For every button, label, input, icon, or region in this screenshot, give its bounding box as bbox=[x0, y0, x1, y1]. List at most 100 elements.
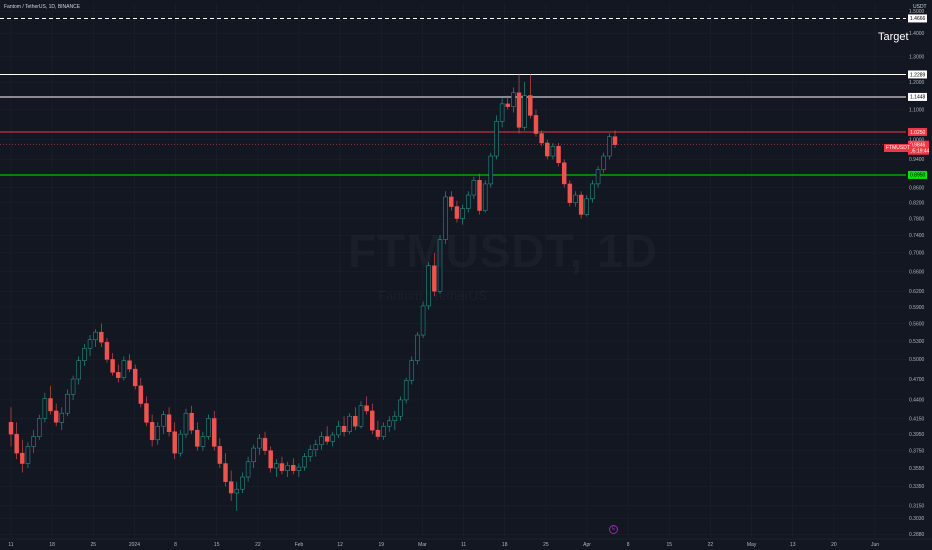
candle-body-up bbox=[257, 437, 262, 449]
level-price-label: 1.1448 bbox=[910, 95, 926, 101]
candle-body-down bbox=[353, 415, 358, 427]
level-price-tag bbox=[908, 92, 927, 101]
price-tick-label: 0.7400 bbox=[909, 233, 925, 239]
current-price-label: 0.9846 bbox=[910, 143, 926, 149]
time-tick-label: 19 bbox=[379, 542, 385, 548]
candle-body-down bbox=[533, 115, 539, 134]
candle-body-down bbox=[223, 463, 228, 482]
candle-body-down bbox=[505, 103, 510, 107]
candle-body-up bbox=[607, 136, 612, 157]
candle-body-down bbox=[324, 436, 330, 442]
earnings-event-icon[interactable]: E bbox=[609, 525, 618, 534]
candle-body-down bbox=[528, 95, 533, 116]
candle-body-down bbox=[53, 410, 59, 423]
candle-body-up bbox=[42, 398, 48, 419]
price-tick-label: 0.6600 bbox=[909, 269, 925, 275]
time-axis[interactable]: 11 18 25 2024 8 15 22 Feb 12 19 Mar 11 18 25 Apr 8 15 22 M… bbox=[0, 538, 932, 548]
candle-body-down bbox=[217, 446, 223, 464]
price-tick-label: 0.3950 bbox=[909, 432, 925, 438]
price-tick-label: 0.3350 bbox=[909, 484, 925, 490]
current-price-tag bbox=[908, 140, 929, 155]
candle-body-down bbox=[291, 465, 296, 471]
candle-body-up bbox=[420, 305, 426, 336]
time-tick-label: 12 bbox=[337, 542, 343, 548]
time-tick-label: 8 bbox=[174, 542, 177, 548]
candle-body-up bbox=[25, 446, 31, 464]
time-tick-label: 15 bbox=[667, 542, 673, 548]
time-tick-label: Jun bbox=[871, 542, 879, 548]
candle-body-down bbox=[370, 410, 375, 431]
candle-body-up bbox=[522, 95, 527, 128]
candle-body-up bbox=[178, 433, 183, 454]
candle-body-up bbox=[499, 103, 505, 122]
level-price-label: 1.4666 bbox=[910, 16, 926, 22]
candle-body-up bbox=[313, 444, 319, 450]
candle-body-down bbox=[211, 418, 217, 447]
currency-label[interactable]: USDT bbox=[913, 4, 927, 10]
time-tick-label: 8 bbox=[627, 542, 630, 548]
candle-body-up bbox=[460, 208, 465, 219]
watermark-symbol: FTMUSDT, 1D bbox=[348, 225, 658, 277]
candle-body-down bbox=[144, 403, 149, 423]
level-price-tag bbox=[908, 170, 927, 179]
candle-body-down bbox=[268, 450, 273, 469]
candle-body-up bbox=[234, 488, 240, 494]
candle-body-up bbox=[274, 463, 279, 469]
candle-body-up bbox=[601, 155, 606, 170]
candle-body-down bbox=[364, 405, 369, 412]
horizontal-levels[interactable]: 1.4666 1.2289 1.1448 1.0250 0.8950 0.984605:1… bbox=[0, 14, 930, 179]
candle-body-down bbox=[110, 359, 115, 373]
candle-body-up bbox=[285, 465, 290, 471]
candle-body-up bbox=[183, 412, 189, 435]
candle-body-down bbox=[8, 422, 14, 435]
price-tick-label: 0.3030 bbox=[909, 516, 925, 522]
candle-body-up bbox=[161, 414, 166, 427]
target-label: Target bbox=[878, 31, 909, 43]
price-axis[interactable]: 1.5000 1.4000 1.3000 1.2000 1.1000 1.0000 0.94… bbox=[909, 9, 925, 538]
price-tick-label: 0.5900 bbox=[909, 305, 925, 311]
candle-body-down bbox=[166, 414, 172, 432]
candle-body-up bbox=[358, 405, 364, 427]
countdown-label: 05:19:44 bbox=[910, 149, 930, 155]
price-tick-label: 0.9400 bbox=[909, 157, 925, 163]
price-tick-label: 1.4000 bbox=[909, 31, 925, 37]
price-tick-label: 0.8600 bbox=[909, 185, 925, 191]
price-tick-label: 0.3750 bbox=[909, 448, 925, 454]
price-tick-label: 0.4700 bbox=[909, 377, 925, 383]
candle-body-up bbox=[307, 449, 313, 457]
candle-body-up bbox=[386, 420, 392, 427]
level-price-label: 0.8950 bbox=[910, 173, 926, 179]
candle-body-up bbox=[330, 434, 335, 442]
candle-body-down bbox=[116, 372, 121, 378]
candle-body-up bbox=[443, 196, 448, 240]
price-tick-label: 0.3150 bbox=[909, 504, 925, 510]
candle-body-down bbox=[341, 425, 347, 432]
candle-body-down bbox=[262, 437, 268, 451]
candle-body-up bbox=[584, 198, 590, 215]
candle-body-down bbox=[99, 331, 104, 343]
symbol-price-tag: FTMUSDT bbox=[884, 144, 912, 152]
time-tick-label: 20 bbox=[831, 542, 837, 548]
candle-body-down bbox=[195, 429, 200, 447]
price-tick-label: 1.5000 bbox=[909, 9, 925, 15]
candle-body-up bbox=[206, 418, 211, 437]
candle-body-up bbox=[59, 412, 65, 423]
time-tick-label: 2024 bbox=[129, 542, 140, 548]
candle-body-down bbox=[127, 360, 132, 370]
price-tick-label: 1.3000 bbox=[909, 54, 925, 60]
price-tick-label: 0.7800 bbox=[909, 216, 925, 222]
level-price-tag bbox=[908, 14, 927, 23]
candle-body-up bbox=[415, 334, 420, 361]
candle-body-down bbox=[228, 481, 234, 494]
time-tick-label: Apr bbox=[583, 542, 591, 548]
candle-body-up bbox=[409, 360, 415, 381]
candle-body-up bbox=[93, 331, 98, 341]
candle-body-down bbox=[149, 422, 155, 441]
candle-body-up bbox=[573, 194, 578, 203]
candle-body-down bbox=[449, 196, 454, 207]
level-price-label: 1.2289 bbox=[910, 72, 926, 78]
candle-body-down bbox=[132, 368, 138, 387]
candle-body-down bbox=[189, 412, 194, 431]
candle-body-up bbox=[482, 183, 488, 211]
